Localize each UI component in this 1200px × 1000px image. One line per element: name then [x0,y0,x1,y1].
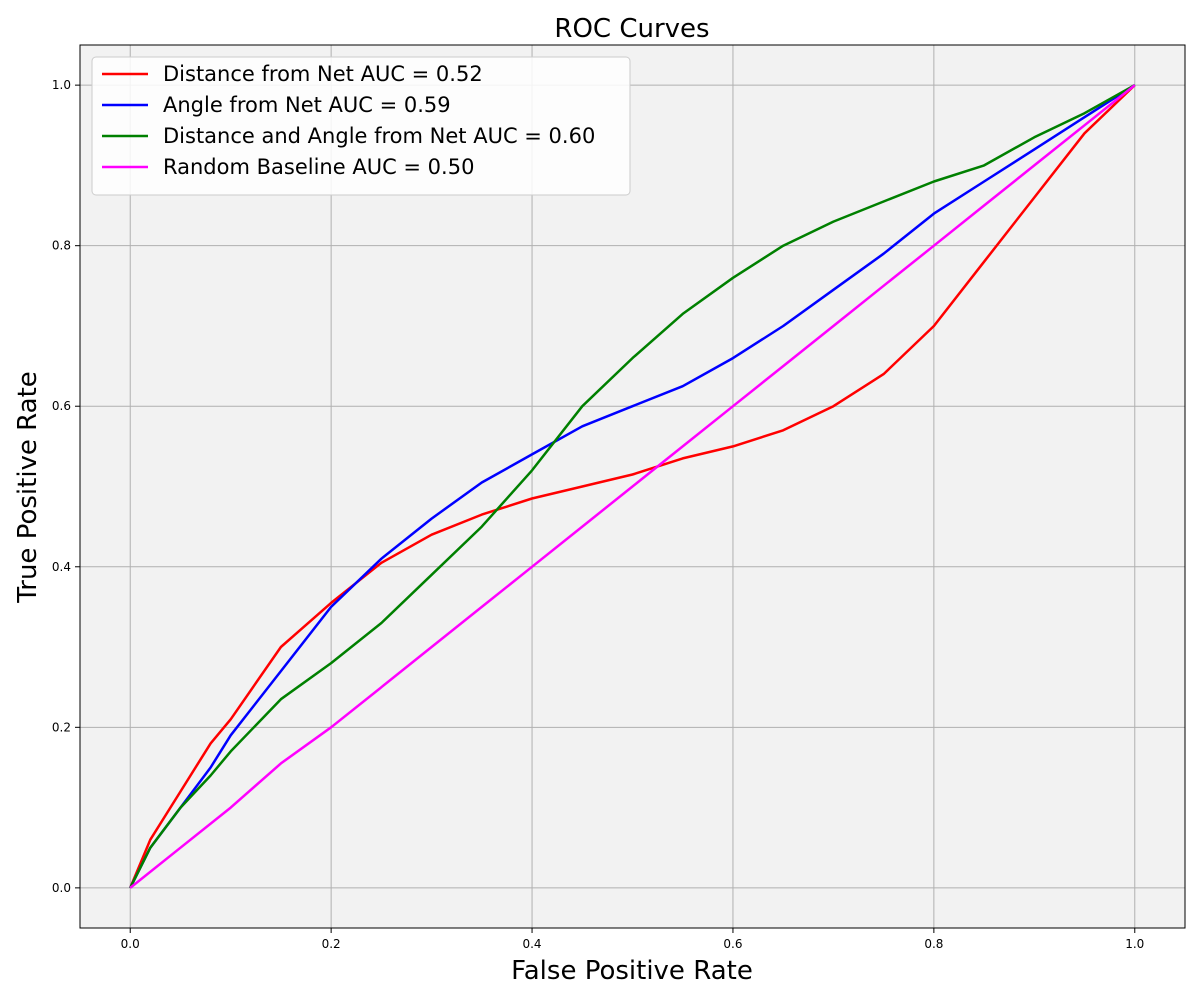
y-tick-label: 0.2 [52,720,71,734]
series-line-1 [129,84,1136,889]
y-tick-label: 1.0 [52,78,71,92]
legend-label-4: Random Baseline AUC = 0.50 [163,155,474,179]
y-tick-label: 0.4 [52,560,71,574]
chart-title: ROC Curves [554,14,709,44]
series-line-4 [129,84,1136,889]
x-tick-label: 0.4 [522,937,541,951]
x-tick-label: 0.0 [121,937,140,951]
y-tick-label: 0.8 [52,239,71,253]
legend-label-1: Distance from Net AUC = 0.52 [163,62,483,86]
legend-label-2: Angle from Net AUC = 0.59 [163,93,451,117]
y-tick-label: 0.0 [52,881,71,895]
legend-label-3: Distance and Angle from Net AUC = 0.60 [163,124,595,148]
x-tick-label: 0.2 [322,937,341,951]
plot-frame [79,44,1186,929]
x-tick-label: 0.8 [924,937,943,951]
y-axis-label: True Positive Rate [13,371,43,604]
series-layer [129,84,1136,889]
x-tick-label: 1.0 [1125,937,1144,951]
series-line-2 [129,84,1136,889]
x-tick-label: 0.6 [723,937,742,951]
series-line-3 [129,84,1136,889]
ticks: 0.0 0.2 0.4 0.6 0.8 1.0 0.0 0.2 0.4 0.6 0.8 1.0 [52,78,1144,951]
legend-box [91,56,631,196]
x-axis-label: False Positive Rate [511,956,753,986]
legend: Distance from Net AUC = 0.52 Angle from N… [91,56,631,196]
y-tick-label: 0.6 [52,399,71,413]
